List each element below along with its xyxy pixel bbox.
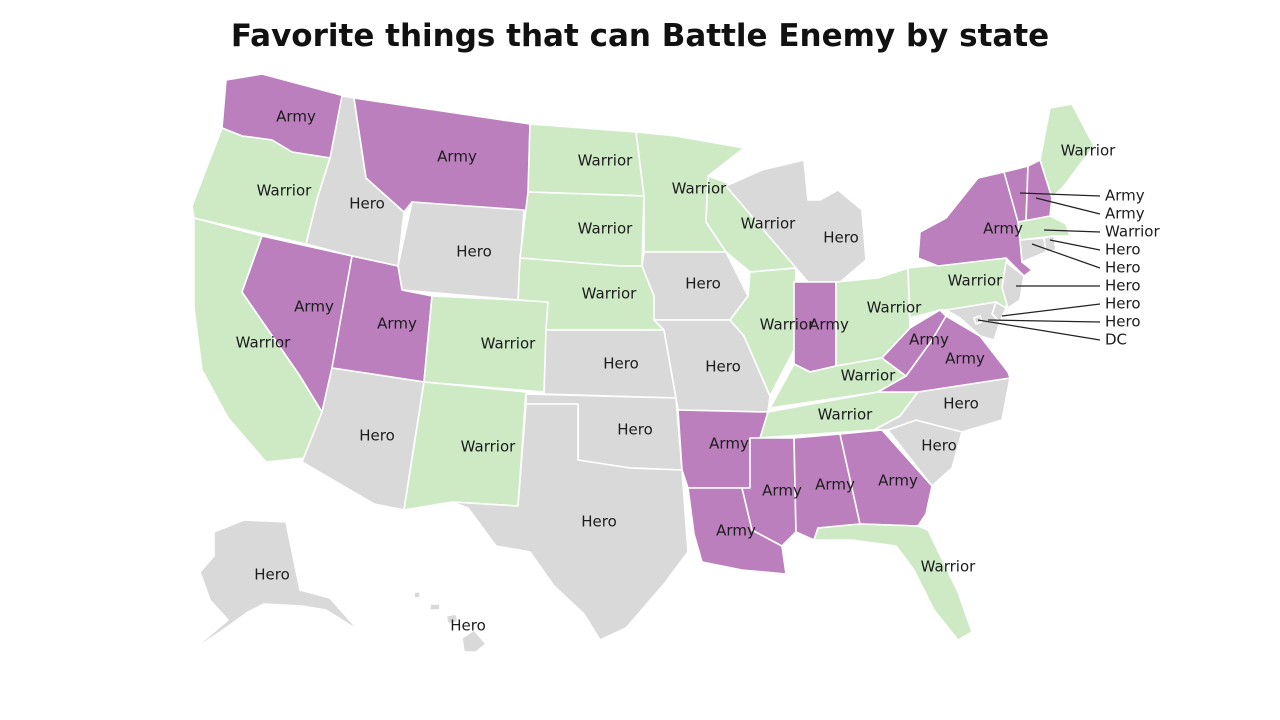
- state-label-il: Warrior: [760, 316, 815, 334]
- state-texas[interactable]: [451, 403, 689, 641]
- state-label-sc: Hero: [921, 437, 957, 455]
- state-label-al: Army: [815, 476, 855, 494]
- state-label-mn: Warrior: [672, 180, 727, 198]
- callout-label-vt: Army: [1105, 187, 1145, 205]
- leader-line-ri: [1049, 239, 1101, 251]
- state-label-nc: Hero: [943, 395, 979, 413]
- state-label-in: Army: [809, 316, 849, 334]
- state-label-ok: Hero: [617, 421, 653, 439]
- state-new-hampshire[interactable]: [1025, 159, 1053, 223]
- state-label-oh: Warrior: [867, 299, 922, 317]
- state-label-ut: Army: [377, 315, 417, 333]
- state-label-nv: Army: [294, 298, 334, 316]
- state-label-ia: Hero: [685, 275, 721, 293]
- callout-leader-lines: [977, 192, 1101, 341]
- leader-line-dc: [977, 319, 1101, 341]
- callout-label-dc: DC: [1105, 331, 1127, 349]
- state-label-fl: Warrior: [921, 558, 976, 576]
- state-hawaii[interactable]: [413, 591, 487, 653]
- map-title: Favorite things that can Battle Enemy by…: [230, 18, 1050, 54]
- state-label-ny: Army: [983, 220, 1023, 238]
- state-label-pa: Warrior: [948, 272, 1003, 290]
- state-label-mi: Hero: [823, 229, 859, 247]
- state-label-la: Army: [716, 522, 756, 540]
- state-label-tx: Hero: [581, 513, 617, 531]
- leader-line-de: [1001, 303, 1101, 317]
- state-labels: ArmyArmyWarriorHeroWarriorWarriorWarrior…: [236, 108, 1116, 635]
- leader-line-ct: [1031, 243, 1101, 269]
- state-north-carolina[interactable]: [873, 377, 1011, 433]
- leader-line-ma: [1043, 229, 1101, 233]
- state-label-az: Hero: [359, 427, 395, 445]
- state-label-ks: Hero: [603, 355, 639, 373]
- state-connecticut[interactable]: [1019, 237, 1047, 263]
- state-label-ar: Army: [709, 435, 749, 453]
- state-label-wa: Army: [276, 108, 316, 126]
- callout-label-ct: Hero: [1105, 259, 1141, 277]
- state-label-wi: Warrior: [741, 215, 796, 233]
- state-new-york[interactable]: [917, 171, 1033, 277]
- callout-label-ri: Hero: [1105, 241, 1141, 259]
- state-label-sd: Warrior: [578, 220, 633, 238]
- state-label-mt: Army: [437, 148, 477, 166]
- state-label-me: Warrior: [1061, 142, 1116, 160]
- state-wyoming[interactable]: [397, 201, 525, 301]
- leader-line-nh: [1035, 197, 1101, 215]
- state-label-mo: Hero: [705, 358, 741, 376]
- state-label-tn: Warrior: [818, 406, 873, 424]
- callout-label-ma: Warrior: [1105, 223, 1160, 241]
- callout-label-de: Hero: [1105, 295, 1141, 313]
- state-shapes: [189, 73, 1095, 653]
- state-florida[interactable]: [813, 523, 973, 641]
- state-label-wy: Hero: [456, 243, 492, 261]
- state-rhode-island[interactable]: [1043, 235, 1057, 253]
- state-label-ga: Army: [878, 472, 918, 490]
- callout-label-nh: Army: [1105, 205, 1145, 223]
- state-label-ak: Hero: [254, 566, 290, 584]
- state-alaska[interactable]: [189, 519, 359, 653]
- state-label-wv: Army: [909, 331, 949, 349]
- state-label-ms: Army: [762, 482, 802, 500]
- state-label-or: Warrior: [257, 182, 312, 200]
- callout-label-md: Hero: [1105, 313, 1141, 331]
- state-label-co: Warrior: [481, 335, 536, 353]
- state-label-nd: Warrior: [578, 152, 633, 170]
- state-label-ky: Warrior: [841, 367, 896, 385]
- leader-line-vt: [1019, 192, 1101, 197]
- state-label-hi: Hero: [450, 617, 486, 635]
- state-label-ca: Warrior: [236, 334, 291, 352]
- state-label-nm: Warrior: [461, 438, 516, 456]
- state-label-va: Army: [945, 350, 985, 368]
- leader-line-md: [987, 319, 1101, 323]
- callout-label-nj: Hero: [1105, 277, 1141, 295]
- state-new-jersey[interactable]: [1001, 261, 1025, 309]
- state-label-ne: Warrior: [582, 285, 637, 303]
- state-label-id: Hero: [349, 195, 385, 213]
- state-maryland[interactable]: [945, 301, 1001, 341]
